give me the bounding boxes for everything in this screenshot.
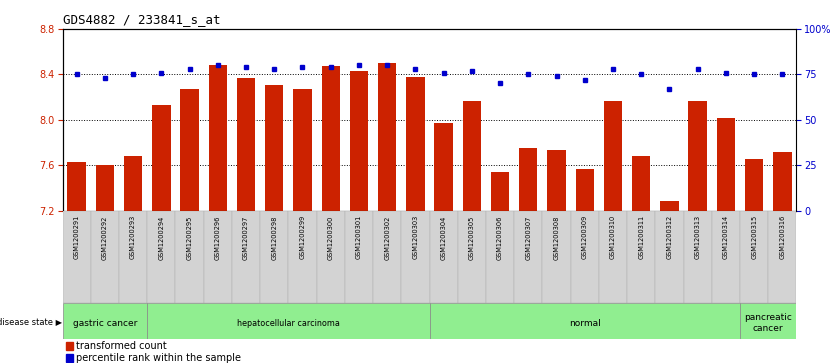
Bar — [463, 101, 481, 211]
Bar — [91, 211, 119, 303]
Bar — [486, 211, 515, 303]
Bar — [632, 156, 651, 211]
Text: GSM1200313: GSM1200313 — [695, 215, 701, 259]
Bar — [203, 211, 232, 303]
Bar — [232, 211, 260, 303]
Bar — [570, 211, 599, 303]
Bar — [773, 151, 791, 211]
Bar — [265, 85, 284, 211]
Bar — [547, 150, 565, 211]
Bar — [152, 105, 170, 211]
Bar — [208, 65, 227, 211]
Bar — [66, 354, 73, 362]
Bar — [406, 77, 425, 211]
Bar — [430, 211, 458, 303]
Text: GSM1200300: GSM1200300 — [328, 215, 334, 260]
Bar — [711, 211, 740, 303]
Text: GSM1200304: GSM1200304 — [440, 215, 447, 260]
Bar — [63, 211, 91, 303]
Text: GSM1200312: GSM1200312 — [666, 215, 672, 260]
Bar — [740, 303, 796, 339]
Bar — [515, 211, 542, 303]
Bar — [491, 172, 510, 211]
Text: GSM1200307: GSM1200307 — [525, 215, 531, 260]
Text: GSM1200306: GSM1200306 — [497, 215, 503, 260]
Text: gastric cancer: gastric cancer — [73, 319, 137, 327]
Text: transformed count: transformed count — [77, 341, 168, 351]
Text: GSM1200303: GSM1200303 — [412, 215, 419, 260]
Bar — [289, 211, 317, 303]
Bar — [124, 156, 143, 211]
Text: GSM1200316: GSM1200316 — [779, 215, 786, 260]
Text: GSM1200291: GSM1200291 — [73, 215, 80, 260]
Text: disease state ▶: disease state ▶ — [0, 317, 63, 326]
Bar — [148, 303, 430, 339]
Text: GSM1200308: GSM1200308 — [554, 215, 560, 260]
Text: GSM1200311: GSM1200311 — [638, 215, 644, 259]
Bar — [148, 211, 175, 303]
Bar — [542, 211, 570, 303]
Bar — [373, 211, 401, 303]
Bar — [63, 303, 148, 339]
Bar — [716, 118, 735, 211]
Bar — [317, 211, 344, 303]
Bar — [661, 201, 679, 211]
Text: GDS4882 / 233841_s_at: GDS4882 / 233841_s_at — [63, 13, 220, 26]
Bar — [237, 78, 255, 211]
Bar — [435, 123, 453, 211]
Bar — [430, 303, 740, 339]
Bar — [604, 101, 622, 211]
Bar — [458, 211, 486, 303]
Bar — [745, 159, 763, 211]
Bar — [344, 211, 373, 303]
Text: GSM1200305: GSM1200305 — [469, 215, 475, 260]
Text: normal: normal — [569, 319, 600, 327]
Text: hepatocellular carcinoma: hepatocellular carcinoma — [237, 319, 339, 327]
Bar — [401, 211, 430, 303]
Text: GSM1200302: GSM1200302 — [384, 215, 390, 260]
Bar — [66, 342, 73, 350]
Bar — [260, 211, 289, 303]
Text: GSM1200299: GSM1200299 — [299, 215, 305, 260]
Text: GSM1200314: GSM1200314 — [723, 215, 729, 260]
Bar — [627, 211, 656, 303]
Text: GSM1200296: GSM1200296 — [215, 215, 221, 260]
Text: GSM1200293: GSM1200293 — [130, 215, 136, 260]
Bar — [519, 148, 537, 211]
Bar — [180, 89, 198, 211]
Text: GSM1200294: GSM1200294 — [158, 215, 164, 260]
Text: GSM1200297: GSM1200297 — [243, 215, 249, 260]
Text: GSM1200292: GSM1200292 — [102, 215, 108, 260]
Bar — [175, 211, 203, 303]
Bar — [575, 168, 594, 211]
Text: GSM1200301: GSM1200301 — [356, 215, 362, 260]
Bar — [768, 211, 796, 303]
Bar — [378, 63, 396, 211]
Text: GSM1200309: GSM1200309 — [582, 215, 588, 260]
Bar — [684, 211, 711, 303]
Bar — [689, 101, 707, 211]
Bar — [96, 165, 114, 211]
Bar — [740, 211, 768, 303]
Bar — [656, 211, 684, 303]
Text: GSM1200310: GSM1200310 — [610, 215, 616, 260]
Text: pancreatic
cancer: pancreatic cancer — [744, 313, 792, 333]
Bar — [322, 66, 340, 211]
Text: GSM1200295: GSM1200295 — [187, 215, 193, 260]
Bar — [599, 211, 627, 303]
Bar — [119, 211, 148, 303]
Bar — [294, 89, 312, 211]
Text: GSM1200315: GSM1200315 — [751, 215, 757, 260]
Bar — [68, 162, 86, 211]
Text: percentile rank within the sample: percentile rank within the sample — [77, 353, 242, 363]
Text: GSM1200298: GSM1200298 — [271, 215, 277, 260]
Bar — [349, 71, 368, 211]
